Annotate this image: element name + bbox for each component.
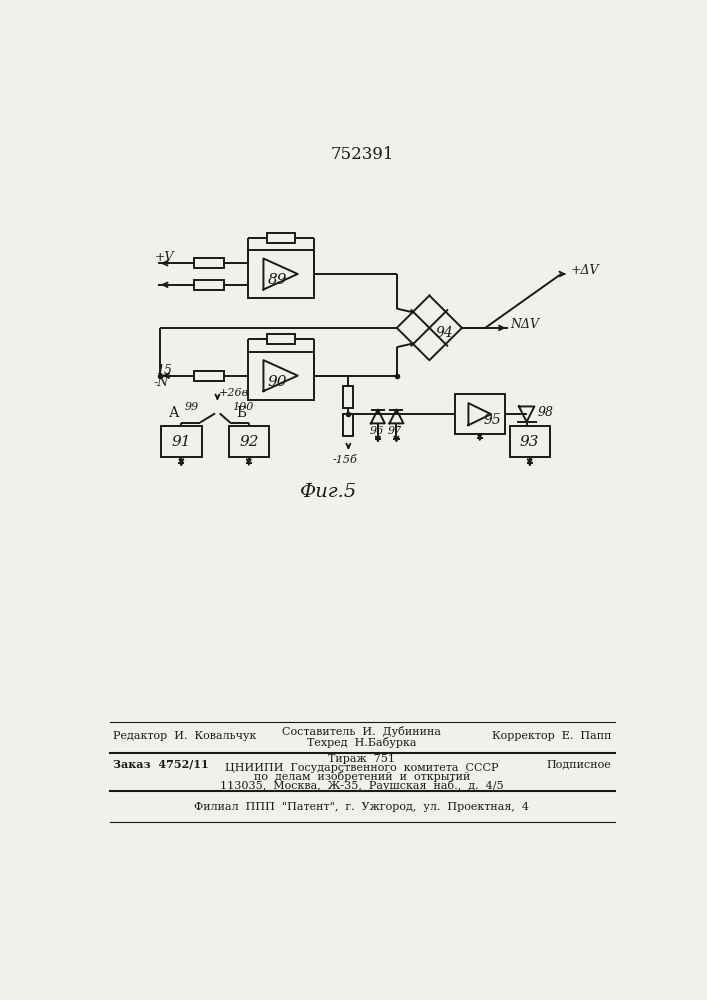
- Text: 100: 100: [232, 402, 253, 412]
- Bar: [267, 334, 295, 344]
- Bar: [267, 233, 295, 243]
- Text: ЦНИИПИ  Государственного  комитета  СССР: ЦНИИПИ Государственного комитета СССР: [226, 763, 498, 773]
- Bar: [455, 394, 505, 434]
- Text: 113035,  Москва,  Ж-35,  Раушская  наб.,  д.  4/5: 113035, Москва, Ж-35, Раушская наб., д. …: [220, 780, 504, 791]
- Bar: [344, 414, 354, 436]
- Text: 98: 98: [537, 406, 554, 419]
- Text: 89: 89: [267, 273, 287, 287]
- Text: NΔV: NΔV: [510, 318, 539, 331]
- Text: Составитель  И.  Дубинина: Составитель И. Дубинина: [283, 726, 441, 737]
- Text: 93: 93: [520, 435, 539, 449]
- Text: Б: Б: [236, 406, 246, 420]
- Text: Техред  Н.Бабурка: Техред Н.Бабурка: [308, 737, 416, 748]
- Text: +26в: +26в: [219, 388, 249, 398]
- Text: Подписное: Подписное: [547, 759, 612, 769]
- Text: А: А: [168, 406, 179, 420]
- Bar: [194, 371, 223, 381]
- Text: 15: 15: [156, 364, 172, 377]
- Bar: [344, 386, 354, 408]
- Text: 752391: 752391: [330, 146, 394, 163]
- Text: -15б: -15б: [333, 455, 358, 465]
- Text: Филиал  ППП  "Патент",  г.  Ужгород,  ул.  Проектная,  4: Филиал ППП "Патент", г. Ужгород, ул. Про…: [194, 802, 530, 812]
- Bar: [247, 250, 313, 298]
- Text: 96: 96: [369, 426, 383, 436]
- Text: -N: -N: [153, 376, 169, 389]
- Bar: [510, 426, 550, 457]
- Bar: [228, 426, 269, 457]
- Text: 90: 90: [267, 375, 287, 389]
- Text: Редактор  И.  Ковальчук: Редактор И. Ковальчук: [113, 731, 257, 741]
- Bar: [194, 258, 223, 268]
- Text: Фиг.5: Фиг.5: [300, 483, 357, 501]
- Text: Корректор  Е.  Папп: Корректор Е. Папп: [492, 731, 612, 741]
- Text: 94: 94: [436, 326, 453, 340]
- Text: +V: +V: [155, 251, 175, 264]
- Text: +ΔV: +ΔV: [571, 264, 599, 277]
- Bar: [161, 426, 201, 457]
- Text: Тираж  751: Тираж 751: [329, 754, 395, 764]
- Bar: [194, 280, 223, 290]
- Text: 97: 97: [387, 426, 402, 436]
- Bar: [247, 352, 313, 400]
- Text: 95: 95: [484, 413, 501, 427]
- Text: по  делам  изобретений  и  открытий: по делам изобретений и открытий: [254, 771, 470, 782]
- Text: Заказ  4752/11: Заказ 4752/11: [113, 759, 209, 770]
- Text: 91: 91: [172, 435, 191, 449]
- Text: 92: 92: [239, 435, 259, 449]
- Text: 99: 99: [185, 402, 199, 412]
